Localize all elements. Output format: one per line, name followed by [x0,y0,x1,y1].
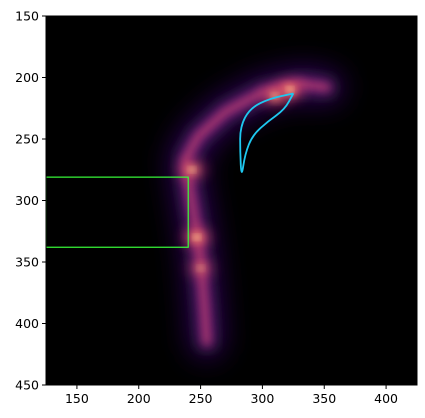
y-tick-label: 400 [15,316,39,331]
y-axis: 150 200 250 300 350 400 450 [15,9,46,393]
x-tick-label: 350 [312,391,336,406]
y-tick-label: 250 [15,132,39,147]
x-tick-label: 200 [127,391,151,406]
overlays [46,92,295,248]
x-tick-label: 150 [65,391,89,406]
density-heatmap [168,66,344,359]
y-tick-label: 150 [15,9,39,24]
x-tick-label: 400 [374,391,398,406]
x-tick-label: 250 [189,391,213,406]
y-tick-label: 300 [15,193,39,208]
density-hotspot [182,227,211,248]
x-tick-label: 300 [250,391,274,406]
x-axis: 150 200 250 300 350 400 [65,385,398,406]
y-tick-label: 200 [15,70,39,85]
cyan-outline [239,92,295,173]
density-hotspot [186,258,215,279]
plot-area [46,16,417,385]
y-tick-label: 350 [15,255,39,270]
green-rectangle [46,176,189,248]
density-hotspot [177,159,206,180]
y-tick-label: 450 [15,378,39,393]
